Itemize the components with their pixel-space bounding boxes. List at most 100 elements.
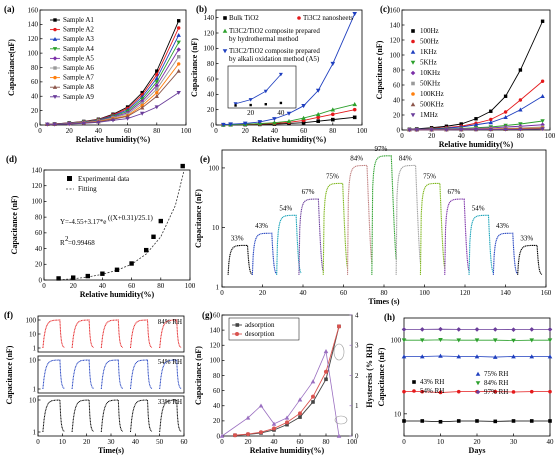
legend-label: Experimental data xyxy=(78,175,130,183)
data-point xyxy=(456,389,461,394)
pulse-curve xyxy=(347,164,373,275)
data-point xyxy=(438,338,443,343)
humidity-label: 84% xyxy=(350,154,363,162)
series-line xyxy=(47,92,179,125)
x-tick-label: 0 xyxy=(220,289,224,297)
legend-marker xyxy=(412,389,416,393)
data-point xyxy=(286,111,292,116)
x-tick-label: 60 xyxy=(340,289,348,297)
data-point xyxy=(151,234,156,239)
cycle-curve xyxy=(129,399,153,433)
x-axis-label: Relative humidity(%) xyxy=(250,446,325,455)
x-tick-label: 0 xyxy=(220,438,224,446)
data-point xyxy=(474,327,480,332)
data-point xyxy=(233,433,237,438)
x-axis-label: Relative humidity(%) xyxy=(80,290,155,299)
data-point xyxy=(177,62,181,66)
y-tick-label: 1 xyxy=(33,428,37,436)
x-tick-label: 40 xyxy=(300,289,308,297)
x-axis-label: Days xyxy=(469,446,486,455)
data-point xyxy=(438,353,443,358)
data-point xyxy=(474,338,480,343)
data-point xyxy=(503,127,508,132)
x-tick-label: 120 xyxy=(460,289,471,297)
data-point xyxy=(140,111,145,116)
y2-tick-label: 4 xyxy=(355,311,359,319)
series-line xyxy=(409,128,543,131)
legend-marker xyxy=(411,81,415,86)
y-tick-label: 40 xyxy=(393,96,401,104)
legend-label: 500Hz xyxy=(420,38,439,46)
humidity-label: 33% xyxy=(231,234,244,242)
data-point xyxy=(155,72,159,77)
y-tick-label: 60 xyxy=(207,75,215,83)
legend-marker xyxy=(53,18,57,22)
data-point xyxy=(540,79,545,83)
data-point xyxy=(324,369,328,374)
y-tick-label: 80 xyxy=(35,213,43,221)
inset-point xyxy=(233,102,238,106)
legend-label: Sample A7 xyxy=(63,74,94,82)
data-point xyxy=(316,115,321,120)
x-tick-label: 20 xyxy=(474,438,482,446)
x-tick-label: 40 xyxy=(132,438,140,446)
y2-tick-label: 3 xyxy=(355,342,359,350)
x-tick-label: 80 xyxy=(329,127,337,135)
x-tick-label: 40 xyxy=(458,132,466,140)
y-tick-label: 20 xyxy=(213,417,221,425)
panel-label: (a) xyxy=(4,4,15,14)
pulse-curve xyxy=(468,214,494,275)
x-tick-label: 40 xyxy=(271,438,279,446)
data-point xyxy=(176,32,181,37)
data-point xyxy=(285,420,289,425)
y-tick-label: 80 xyxy=(213,372,221,380)
legend-marker xyxy=(475,389,481,395)
legend-label: Ti3C2 nanosheets xyxy=(303,14,353,22)
y-axis-label: Capacitance (nF) xyxy=(5,345,14,404)
humidity-label: 43% xyxy=(255,222,268,230)
x-tick-label: 0 xyxy=(36,438,40,446)
inset-tick-label: 20 xyxy=(247,109,255,117)
y-tick-label: 40 xyxy=(31,93,39,101)
legend-label: 50KHz xyxy=(420,80,440,88)
data-point xyxy=(548,419,552,423)
cycle-curve xyxy=(159,319,182,349)
data-point xyxy=(419,338,425,343)
legend-label: 1MHz xyxy=(420,111,438,119)
data-point xyxy=(401,327,407,332)
legend-label: Sample A2 xyxy=(63,26,94,34)
pulse-curve xyxy=(517,244,543,275)
inset-line xyxy=(235,74,282,105)
y-axis-label: Capacitance (nF) xyxy=(194,346,203,405)
data-point xyxy=(548,389,552,394)
data-point xyxy=(140,101,144,106)
humidity-label: 97% xyxy=(375,145,388,153)
y2-tick-label: 2 xyxy=(355,372,359,380)
x-tick-label: 30 xyxy=(510,438,518,446)
y2-tick-label: 1 xyxy=(355,402,359,410)
data-point xyxy=(176,47,181,52)
data-point xyxy=(285,422,289,427)
panel-label: (f) xyxy=(4,310,13,320)
data-point xyxy=(286,118,292,123)
data-point xyxy=(511,419,516,423)
humidity-label: 33% xyxy=(520,234,533,242)
data-point xyxy=(129,261,134,266)
legend-label: 75% RH xyxy=(484,370,508,378)
fit-equation-exponent: ((X+0.31)/25.1) xyxy=(108,214,153,222)
y-tick-label: 80 xyxy=(393,66,401,74)
data-point xyxy=(311,394,315,399)
data-point xyxy=(155,90,159,95)
data-point xyxy=(529,419,534,423)
pulse-curve xyxy=(419,182,446,275)
legend-marker xyxy=(411,29,415,33)
x-tick-label: 160 xyxy=(541,289,552,297)
data-point xyxy=(85,273,90,279)
data-point xyxy=(315,88,321,93)
x-tick-label: 40 xyxy=(99,282,107,290)
legend-label: 97% RH xyxy=(484,388,508,396)
data-point xyxy=(176,40,181,45)
data-point xyxy=(475,419,479,423)
humidity-label: 54% xyxy=(279,204,292,212)
legend-label: Sample A8 xyxy=(63,83,94,91)
